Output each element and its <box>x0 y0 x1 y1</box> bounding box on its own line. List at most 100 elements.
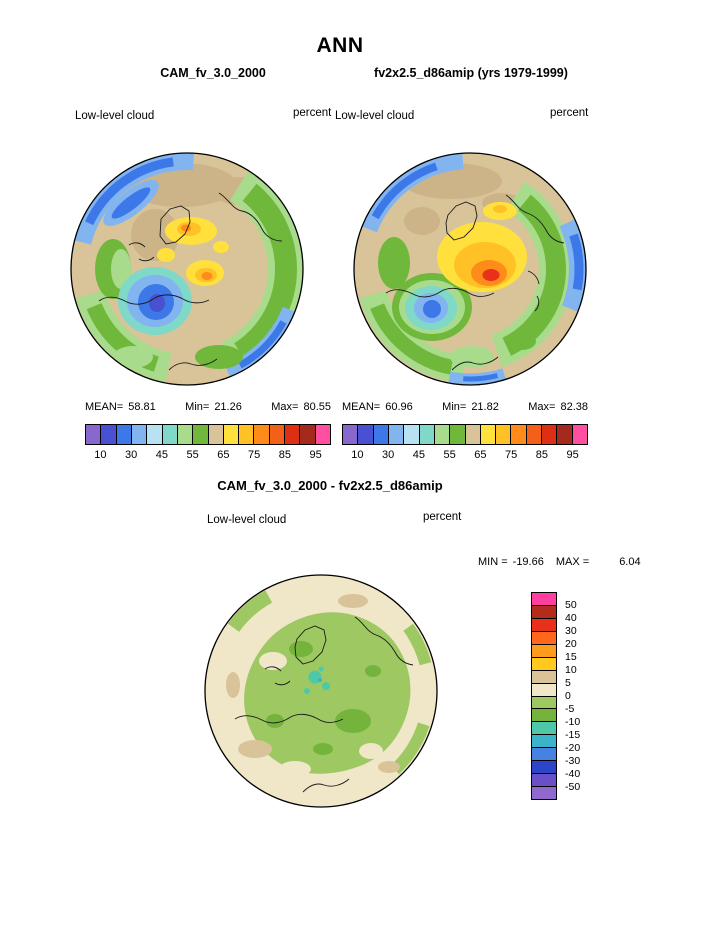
polar-map-case1 <box>70 152 304 386</box>
colorbar-segment <box>300 425 316 444</box>
colorbar-level-label: 30 <box>565 625 577 637</box>
colorbar-level-label: -10 <box>565 716 581 728</box>
map-fill-layers <box>205 575 437 807</box>
coastlines-diff <box>234 616 414 793</box>
colorbar-segment <box>404 425 420 444</box>
colorbar-tick-label: 10 <box>94 449 107 461</box>
mean-value: 58.81 <box>128 401 156 413</box>
panel1-units-label: percent <box>293 107 332 119</box>
diff-min-label: MIN = <box>478 556 508 568</box>
panel2-variable-label: Low-level cloud <box>335 110 415 122</box>
colorbar-level-label: -40 <box>565 768 581 780</box>
colorbar-level-label: 40 <box>565 612 577 624</box>
colorbar-segment <box>315 425 330 444</box>
colorbar-segment <box>131 425 148 444</box>
colorbar-panel2: 10 30 45 55 65 75 85 95 <box>342 424 588 461</box>
colorbar-panel1: 10 30 45 55 65 75 85 95 <box>85 424 331 461</box>
polar-map-diff <box>204 574 438 808</box>
max-value: 80.55 <box>303 401 331 413</box>
map-panel2 <box>352 151 588 387</box>
min-label: Min= <box>442 401 467 413</box>
panel2-stats: MEAN= 60.96 Min= 21.82 Max= 82.38 <box>342 401 588 413</box>
colorbar-tick-label: 45 <box>155 449 168 461</box>
colorbar-segment <box>532 709 556 723</box>
colorbar-tick-label: 85 <box>278 449 291 461</box>
colorbar-segment <box>116 425 132 444</box>
mean-stat: MEAN= 58.81 <box>85 401 156 413</box>
colorbar-segment <box>239 425 255 444</box>
mean-label: MEAN= <box>85 401 124 413</box>
colorbar-segment <box>532 787 556 799</box>
colorbar-tick-label: 30 <box>125 449 138 461</box>
colorbar-segment <box>532 722 556 736</box>
colorbar-segments <box>531 592 557 800</box>
colorbar-segment <box>532 644 556 658</box>
colorbar-segment <box>358 425 374 444</box>
diff-min-value: -19.66 <box>512 556 544 568</box>
colorbar-level-label: -5 <box>565 703 575 715</box>
colorbar-segment <box>101 425 117 444</box>
colorbar-segment <box>532 748 556 762</box>
colorbar-segment <box>147 425 163 444</box>
colorbar-segment <box>532 774 556 788</box>
colorbar-segment <box>557 425 573 444</box>
panel1-variable-label: Low-level cloud <box>75 110 155 122</box>
colorbar-level-label: -50 <box>565 781 581 793</box>
colorbar-segment <box>254 425 270 444</box>
polar-map-case2 <box>353 152 587 386</box>
colorbar-segment <box>343 425 359 444</box>
colorbar-segment <box>269 425 286 444</box>
colorbar-tick-label: 55 <box>443 449 456 461</box>
max-value: 82.38 <box>560 401 588 413</box>
colorbar-segment <box>532 683 556 697</box>
colorbar-tick-label: 65 <box>474 449 487 461</box>
colorbar-segment <box>532 735 556 749</box>
colorbar-segment <box>532 605 556 619</box>
colorbar-tick-label: 65 <box>217 449 230 461</box>
min-stat: Min= 21.82 <box>442 401 499 413</box>
diff-title: CAM_fv_3.0_2000 - fv2x2.5_d86amip <box>217 478 443 493</box>
colorbar-level-label: 15 <box>565 651 577 663</box>
colorbar-segments <box>342 424 588 445</box>
colorbar-segment <box>572 425 587 444</box>
diff-max-label: MAX = <box>555 556 590 568</box>
colorbar-segment <box>86 425 102 444</box>
colorbar-segment <box>532 670 556 684</box>
colorbar-tick-label: 95 <box>309 449 322 461</box>
colorbar-segments <box>85 424 331 445</box>
colorbar-segment <box>373 425 389 444</box>
diff-stats: MIN = -19.66 MAX = 6.04 <box>478 556 641 568</box>
map-fill-layers <box>354 153 586 385</box>
panel2-title: fv2x2.5_d86amip (yrs 1979-1999) <box>374 66 568 80</box>
colorbar-diff: 50 40 30 20 15 10 5 0 -5 -10 -15 -20 -30 -40 -50 <box>531 592 580 800</box>
colorbar-segment <box>208 425 224 444</box>
colorbar-segment <box>388 425 405 444</box>
colorbar-segment <box>532 631 556 645</box>
min-stat: Min= 21.26 <box>185 401 242 413</box>
max-label: Max= <box>528 401 556 413</box>
diff-units-label: percent <box>423 511 462 523</box>
panel2-units-label: percent <box>550 107 589 119</box>
map-fill-layers <box>71 153 303 385</box>
colorbar-tick-label: 75 <box>248 449 261 461</box>
min-value: 21.26 <box>214 401 242 413</box>
colorbar-level-label: 5 <box>565 677 571 689</box>
min-value: 21.82 <box>471 401 499 413</box>
min-label: Min= <box>185 401 210 413</box>
mean-label: MEAN= <box>342 401 381 413</box>
max-stat: Max= 82.38 <box>528 401 588 413</box>
colorbar-segment <box>532 657 556 671</box>
colorbar-segment <box>542 425 558 444</box>
mean-stat: MEAN= 60.96 <box>342 401 413 413</box>
panel1-title: CAM_fv_3.0_2000 <box>160 66 266 80</box>
colorbar-segment <box>532 593 556 606</box>
colorbar-tick-label: 95 <box>566 449 579 461</box>
coastlines-case2 <box>385 194 565 371</box>
colorbar-level-label: 50 <box>565 599 577 611</box>
colorbar-segment <box>480 425 497 444</box>
colorbar-segment <box>532 618 556 632</box>
colorbar-segment <box>285 425 301 444</box>
colorbar-tick-label: 85 <box>535 449 548 461</box>
map-panel1 <box>69 151 305 387</box>
